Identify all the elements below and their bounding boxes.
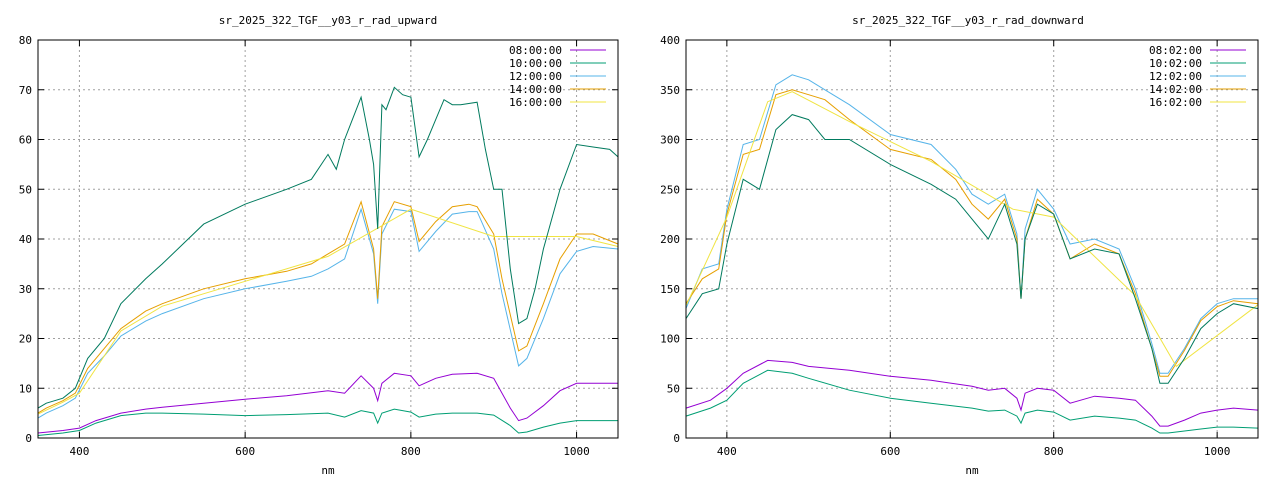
series-line-12:00:00 — [37, 207, 619, 419]
y-tick-label: 400 — [660, 34, 680, 47]
legend-label: 12:00:00 — [509, 70, 562, 83]
legend-label: 14:02:00 — [1149, 83, 1202, 96]
series-line-14:00:00 — [37, 200, 619, 414]
legend-label: 08:02:00 — [1149, 44, 1202, 57]
chart-1: 400 600 800 1000 0 10 20 30 40 50 60 70 80 sr_2025_32… — [19, 14, 619, 477]
y-tick-label: 0 — [673, 432, 680, 445]
chart-title: sr_2025_322_TGF__y03_r_rad_downward — [852, 14, 1084, 27]
x-tick-label: 1000 — [1204, 445, 1231, 458]
series-line-extra-5 — [37, 86, 619, 409]
y-tick-label: 30 — [19, 283, 32, 296]
y-tick-label: 250 — [660, 183, 680, 196]
x-tick-label: 400 — [717, 445, 737, 458]
series-line-10:00:00 — [37, 408, 618, 436]
x-tick-label: 400 — [69, 445, 89, 458]
series-line-12:02:00 — [685, 74, 1258, 374]
series-line-16:00:00 — [37, 208, 619, 415]
y-tick-label: 80 — [19, 34, 32, 47]
y-tick-label: 10 — [19, 382, 32, 395]
x-tick-label: 600 — [235, 445, 255, 458]
x-axis-label: nm — [321, 464, 335, 477]
legend-label: 10:02:00 — [1149, 57, 1202, 70]
legend-label: 14:00:00 — [509, 83, 562, 96]
y-tick-label: 100 — [660, 333, 680, 346]
y-tick-label: 70 — [19, 84, 32, 97]
chart-title: sr_2025_322_TGF__y03_r_rad_upward — [219, 14, 438, 27]
y-tick-label: 50 — [19, 183, 32, 196]
legend-label: 16:02:00 — [1149, 96, 1202, 109]
series-line-08:02:00 — [685, 359, 1259, 427]
x-tick-label: 600 — [880, 445, 900, 458]
y-tick-label: 20 — [19, 333, 32, 346]
series-line-08:00:00 — [37, 372, 618, 434]
series-line-16:02:00 — [685, 91, 1259, 368]
legend-label: 16:00:00 — [509, 96, 562, 109]
legend-label: 08:00:00 — [509, 44, 562, 57]
y-tick-label: 60 — [19, 134, 32, 147]
x-axis-label: nm — [965, 464, 979, 477]
x-tick-label: 800 — [401, 445, 421, 458]
y-tick-label: 0 — [25, 432, 32, 445]
y-tick-label: 350 — [660, 84, 680, 97]
chart-2: 400 600 800 1000 0 50 100 150 200 250 300 350 400 sr_… — [660, 14, 1259, 477]
x-tick-label: 800 — [1044, 445, 1064, 458]
y-tick-label: 150 — [660, 283, 680, 296]
series-line-14:02:00 — [685, 89, 1259, 377]
series-line-10:02:00 — [685, 369, 1259, 434]
y-tick-label: 50 — [667, 382, 680, 395]
legend-label: 10:00:00 — [509, 57, 562, 70]
x-tick-label: 1000 — [563, 445, 590, 458]
y-tick-label: 300 — [660, 134, 680, 147]
y-tick-label: 200 — [660, 233, 680, 246]
series-line-extra-5 — [685, 114, 1259, 384]
legend-label: 12:02:00 — [1149, 70, 1202, 83]
y-tick-label: 40 — [19, 233, 32, 246]
